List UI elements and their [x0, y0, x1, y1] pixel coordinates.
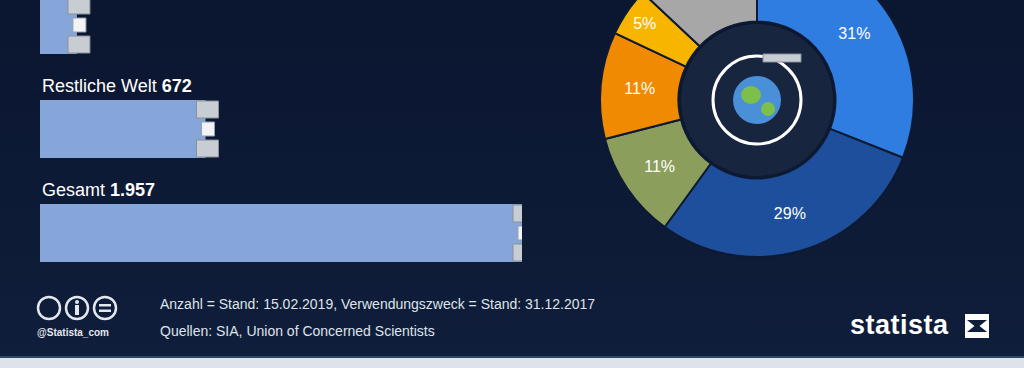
- html-text:Quellen: SIA, Union of Concern: Quellen: SIA, Union of Concerned Scienti…: [160, 323, 435, 339]
- svg-text:11%: 11%: [644, 158, 675, 175]
- svg-text:11%: 11%: [624, 80, 655, 97]
- svg-text:Gesamt 1.957: Gesamt 1.957: [42, 180, 155, 200]
- html-text:Anzahl = Stand: 15.02.2019, Ve: Anzahl = Stand: 15.02.2019, Verwendungsz…: [160, 296, 596, 312]
- svg-text:5%: 5%: [633, 15, 656, 32]
- svg-text:31%: 31%: [838, 25, 870, 42]
- svg-text:29%: 29%: [774, 205, 806, 222]
- svg-text:Restliche Welt 672: Restliche Welt 672: [42, 76, 192, 96]
- html-text:statista: statista: [850, 310, 949, 340]
- html-text:@Statista_com: @Statista_com: [37, 327, 109, 338]
